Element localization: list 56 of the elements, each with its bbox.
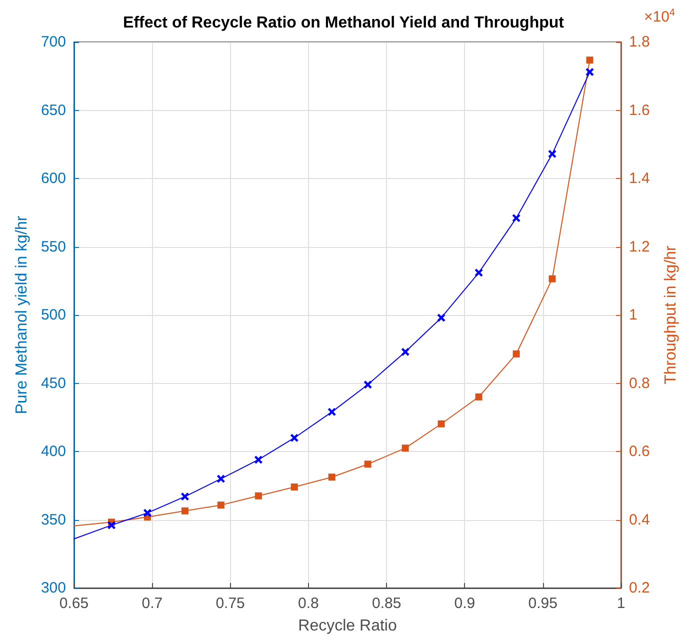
point (328, 408, 336, 416)
point (548, 150, 556, 158)
y2-tick-label: 1.4 (629, 170, 650, 187)
point (290, 434, 298, 442)
y2-tick-label: 0.4 (629, 511, 650, 528)
point (143, 508, 152, 517)
x-tick-label: 0.95 (528, 595, 558, 612)
y-tick-label: 550 (40, 238, 66, 256)
y-tick-label: 500 (40, 306, 66, 324)
y-tick-label: 600 (40, 170, 66, 187)
y2-tick-label: 0.2 (629, 580, 650, 596)
point (586, 56, 594, 64)
point (548, 275, 556, 282)
point (474, 268, 483, 277)
point (254, 492, 262, 500)
chart-title: Effect of Recycle Ratio on Methanol Yield and Throughput (123, 14, 565, 32)
x-tick-label: 0.7 (142, 595, 163, 612)
y2-tick-label: 1.2 (629, 238, 650, 256)
y-axis-title: Pure Methanol yield in kg/hr (14, 215, 30, 414)
y2-tick-label: 1.8 (629, 34, 650, 50)
point (475, 393, 482, 400)
x-tick-label: 0.75 (216, 595, 245, 612)
y-tick-label: 300 (40, 580, 66, 596)
point (328, 474, 336, 481)
point (108, 521, 116, 530)
x-tick-label: 1 (616, 595, 626, 612)
point (401, 348, 410, 356)
point (216, 474, 225, 483)
y2-tick-label: 0.8 (629, 374, 650, 392)
y2-tick-label: 0.6 (629, 443, 650, 460)
y2-axis-title: Throughput in kg/hr (662, 244, 680, 384)
point (181, 507, 188, 514)
point (364, 380, 372, 389)
point (512, 214, 520, 222)
x-tick-label: 0.8 (298, 595, 319, 612)
x-tick-label: 0.85 (372, 595, 402, 612)
point (437, 314, 446, 322)
point (438, 420, 445, 428)
y-tick-label: 350 (40, 511, 66, 528)
y-tick-label: 450 (40, 374, 66, 392)
x-tick-label: 0.65 (59, 595, 89, 612)
point (254, 456, 262, 464)
x-tick-label: 0.9 (454, 595, 476, 612)
y2-tick-label: 1 (629, 306, 638, 324)
x-axis-title: Recycle Ratio (298, 618, 397, 634)
point (364, 460, 372, 468)
point (290, 483, 298, 490)
point (586, 68, 594, 76)
point (180, 492, 189, 501)
point (402, 444, 409, 452)
y-tick-label: 400 (40, 443, 66, 460)
y2-tick-label: 1.6 (629, 102, 650, 119)
y-tick-label: 650 (40, 102, 66, 119)
y-tick-label: 700 (40, 34, 66, 50)
point (217, 502, 224, 509)
point (512, 350, 520, 358)
